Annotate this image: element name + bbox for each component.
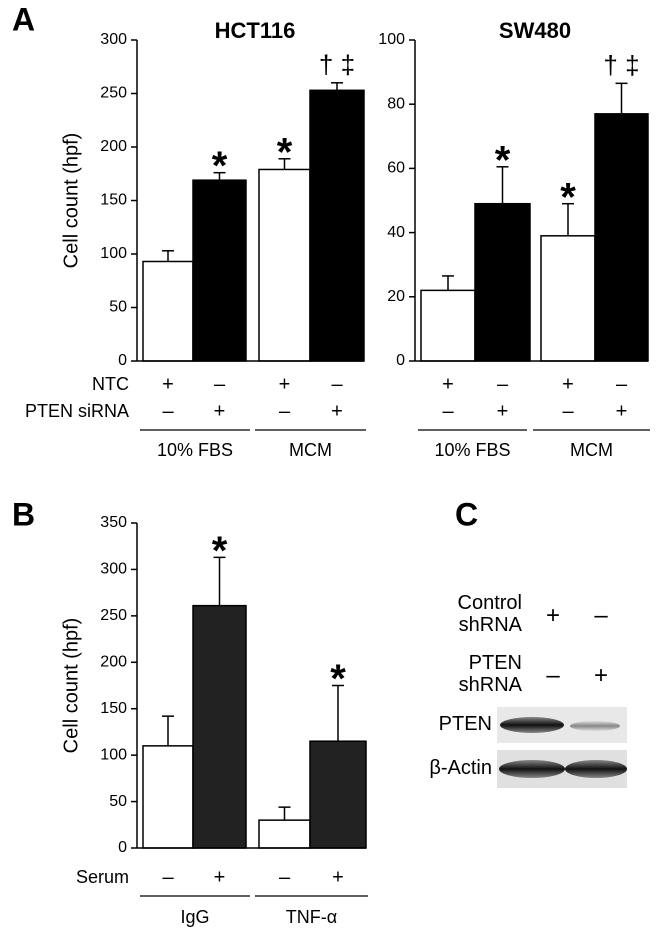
- condition-sign: +: [562, 373, 574, 395]
- bar: [192, 604, 247, 849]
- bar: [474, 202, 531, 362]
- y-tick-label: 40: [387, 224, 405, 241]
- y-tick-label: 200: [100, 654, 127, 671]
- condition-label: PTEN siRNA: [25, 401, 129, 421]
- treatment-label: Control shRNA: [457, 592, 522, 636]
- group-label: TNF-α: [286, 907, 337, 927]
- group-label: 10% FBS: [157, 440, 233, 460]
- condition-sign: +: [214, 400, 226, 422]
- condition-sign: +: [497, 400, 509, 422]
- bar: [142, 745, 194, 849]
- condition-label: NTC: [92, 374, 129, 394]
- bar: [258, 819, 311, 849]
- y-tick-label: 0: [118, 352, 127, 369]
- y-tick-label: 60: [387, 160, 405, 177]
- condition-sign: –: [442, 400, 454, 422]
- condition-sign: –: [162, 866, 174, 888]
- bar: [594, 113, 649, 362]
- condition-sign: –: [279, 400, 291, 422]
- condition-sign: +: [616, 400, 628, 422]
- bar: [309, 740, 367, 849]
- bar: [192, 179, 247, 362]
- condition-sign: +: [331, 400, 343, 422]
- significance-label: *: [560, 175, 576, 219]
- condition-sign: +: [214, 866, 226, 888]
- significance-label: *: [495, 138, 511, 182]
- condition-sign: +: [332, 866, 344, 888]
- y-tick-label: 300: [100, 31, 127, 48]
- condition-sign: +: [162, 373, 174, 395]
- condition-sign: –: [331, 373, 343, 395]
- bar: [540, 235, 596, 362]
- y-tick-label: 80: [387, 95, 405, 112]
- treatment-sign: +: [545, 602, 560, 629]
- chart-title: SW480: [499, 18, 571, 43]
- condition-sign: –: [214, 373, 226, 395]
- y-tick-label: 0: [396, 352, 405, 369]
- blot-image: [497, 707, 627, 788]
- significance-label: *: [212, 144, 228, 188]
- y-tick-label: 150: [100, 700, 127, 717]
- y-tick-label: 100: [378, 31, 405, 48]
- bar: [309, 89, 365, 362]
- treatment-sign: +: [593, 662, 608, 689]
- y-tick-label: 150: [100, 192, 127, 209]
- band-label: PTEN: [438, 713, 492, 735]
- group-label: MCM: [570, 440, 613, 460]
- y-tick-label: 50: [109, 793, 127, 810]
- bar: [142, 260, 194, 362]
- y-tick-label: 100: [100, 245, 127, 262]
- bar: [420, 289, 476, 362]
- condition-sign: –: [162, 400, 174, 422]
- y-tick-label: 20: [387, 288, 405, 305]
- significance-label: *: [277, 130, 293, 174]
- bar: [258, 168, 311, 362]
- y-axis-label: Cell count (hpf): [60, 133, 82, 269]
- y-tick-label: 300: [100, 561, 127, 578]
- condition-sign: –: [616, 373, 628, 395]
- condition-sign: +: [442, 373, 454, 395]
- y-axis-label: Cell count (hpf): [60, 618, 82, 754]
- chart-title: HCT116: [215, 18, 296, 43]
- significance-label: *: [212, 529, 228, 573]
- y-tick-label: 250: [100, 85, 127, 102]
- panel-label: B: [12, 496, 35, 532]
- significance-label: † ‡: [603, 50, 639, 80]
- y-tick-label: 50: [109, 299, 127, 316]
- panel-label: A: [12, 1, 35, 37]
- group-label: MCM: [289, 440, 332, 460]
- condition-sign: –: [279, 866, 291, 888]
- band-label: β-Actin: [429, 757, 492, 779]
- condition-sign: –: [497, 373, 509, 395]
- treatment-sign: –: [546, 662, 560, 689]
- condition-label: Serum: [76, 867, 129, 887]
- significance-label: † ‡: [319, 50, 355, 80]
- y-tick-label: 200: [100, 138, 127, 155]
- y-tick-label: 0: [118, 839, 127, 856]
- treatment-label: PTEN shRNA: [458, 652, 522, 696]
- condition-sign: +: [279, 373, 291, 395]
- group-label: IgG: [180, 907, 209, 927]
- panel-label: C: [455, 496, 478, 532]
- significance-label: *: [330, 657, 346, 701]
- condition-sign: –: [562, 400, 574, 422]
- y-tick-label: 250: [100, 607, 127, 624]
- treatment-sign: –: [594, 602, 608, 629]
- y-tick-label: 350: [100, 514, 127, 531]
- group-label: 10% FBS: [434, 440, 510, 460]
- y-tick-label: 100: [100, 746, 127, 763]
